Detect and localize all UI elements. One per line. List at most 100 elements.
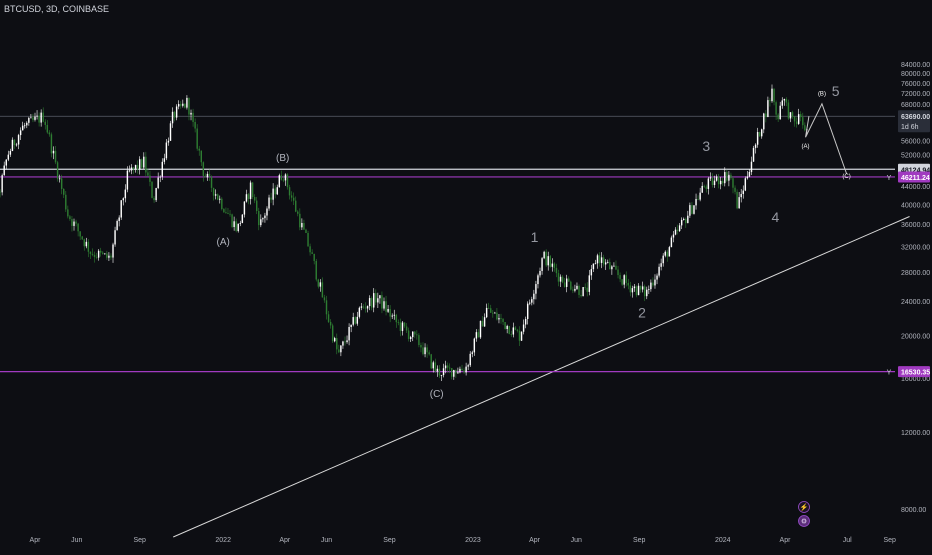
candle[interactable] xyxy=(520,331,523,341)
candle[interactable] xyxy=(366,305,369,313)
candle[interactable] xyxy=(368,295,371,311)
candle[interactable] xyxy=(24,122,26,129)
candle[interactable] xyxy=(430,353,432,370)
candle[interactable] xyxy=(514,326,517,331)
candle[interactable] xyxy=(87,239,90,258)
candle[interactable] xyxy=(444,360,447,374)
candle[interactable] xyxy=(54,146,57,165)
candle[interactable] xyxy=(171,107,174,128)
candle[interactable] xyxy=(746,171,749,180)
candle[interactable] xyxy=(3,161,5,176)
candle[interactable] xyxy=(438,365,441,379)
candle[interactable] xyxy=(654,274,656,289)
candle[interactable] xyxy=(307,230,309,247)
candle[interactable] xyxy=(303,219,305,230)
candle[interactable] xyxy=(91,248,94,257)
candle[interactable] xyxy=(60,174,63,195)
candle[interactable] xyxy=(331,323,334,344)
candle[interactable] xyxy=(286,173,289,190)
candle[interactable] xyxy=(432,360,434,373)
candle[interactable] xyxy=(598,252,601,267)
candle[interactable] xyxy=(767,96,769,118)
candle[interactable] xyxy=(459,366,461,374)
candle[interactable] xyxy=(233,216,235,231)
candle[interactable] xyxy=(494,311,496,314)
candle[interactable] xyxy=(391,313,393,320)
candle[interactable] xyxy=(664,250,666,258)
candle[interactable] xyxy=(15,142,18,147)
candle[interactable] xyxy=(389,305,391,323)
candle[interactable] xyxy=(592,263,595,273)
candle[interactable] xyxy=(147,168,149,177)
candle[interactable] xyxy=(145,151,147,177)
candle[interactable] xyxy=(611,265,613,275)
candle[interactable] xyxy=(565,274,568,293)
candle[interactable] xyxy=(138,156,141,175)
candle[interactable] xyxy=(141,158,143,169)
candle[interactable] xyxy=(750,156,753,175)
candle[interactable] xyxy=(177,100,180,110)
candle[interactable] xyxy=(241,214,244,224)
candle[interactable] xyxy=(672,230,675,243)
candle[interactable] xyxy=(736,189,738,210)
candle[interactable] xyxy=(578,284,580,298)
candle[interactable] xyxy=(754,143,757,154)
candle[interactable] xyxy=(196,124,198,151)
candle[interactable] xyxy=(481,315,484,327)
candle[interactable] xyxy=(0,189,1,198)
candle[interactable] xyxy=(354,316,356,325)
candle[interactable] xyxy=(678,223,681,232)
candle[interactable] xyxy=(724,167,726,187)
candle[interactable] xyxy=(65,190,67,212)
candle[interactable] xyxy=(504,321,506,330)
candle[interactable] xyxy=(656,273,658,285)
candle[interactable] xyxy=(120,200,122,220)
candle[interactable] xyxy=(715,174,718,182)
candle[interactable] xyxy=(108,252,110,262)
candle[interactable] xyxy=(268,194,270,211)
candle[interactable] xyxy=(789,112,792,123)
candle[interactable] xyxy=(38,112,40,127)
candle[interactable] xyxy=(245,189,248,203)
candle[interactable] xyxy=(787,99,790,120)
candle[interactable] xyxy=(334,336,336,343)
candle[interactable] xyxy=(134,164,137,173)
candle[interactable] xyxy=(561,275,564,284)
candle[interactable] xyxy=(190,109,192,121)
candle[interactable] xyxy=(446,362,449,373)
candle[interactable] xyxy=(83,238,85,251)
candle[interactable] xyxy=(262,217,264,223)
candle[interactable] xyxy=(30,114,32,119)
wave-projection-path[interactable] xyxy=(805,102,848,174)
candle[interactable] xyxy=(637,283,640,296)
candle[interactable] xyxy=(689,202,691,218)
lightning-icon[interactable]: ⚡ xyxy=(798,501,810,513)
candle[interactable] xyxy=(13,139,16,149)
candle[interactable] xyxy=(48,130,51,137)
candle[interactable] xyxy=(500,313,502,324)
candle[interactable] xyxy=(631,285,634,298)
candle[interactable] xyxy=(551,258,554,272)
candle[interactable] xyxy=(414,330,416,339)
candle[interactable] xyxy=(325,295,328,320)
candle[interactable] xyxy=(106,250,108,260)
candle[interactable] xyxy=(260,214,262,228)
candle[interactable] xyxy=(403,322,406,329)
candle[interactable] xyxy=(157,172,159,190)
candle[interactable] xyxy=(169,120,172,142)
candle[interactable] xyxy=(407,327,410,342)
candle[interactable] xyxy=(36,110,38,120)
candle[interactable] xyxy=(385,295,387,316)
candle[interactable] xyxy=(643,284,646,302)
candle[interactable] xyxy=(340,344,342,357)
candle[interactable] xyxy=(442,363,445,378)
candle[interactable] xyxy=(362,304,365,310)
candle[interactable] xyxy=(600,252,603,269)
candle[interactable] xyxy=(570,280,572,291)
candle[interactable] xyxy=(338,344,340,354)
candle[interactable] xyxy=(641,281,644,293)
candle[interactable] xyxy=(639,285,642,293)
candle[interactable] xyxy=(728,171,730,187)
candle[interactable] xyxy=(498,314,500,324)
candle[interactable] xyxy=(697,195,699,201)
